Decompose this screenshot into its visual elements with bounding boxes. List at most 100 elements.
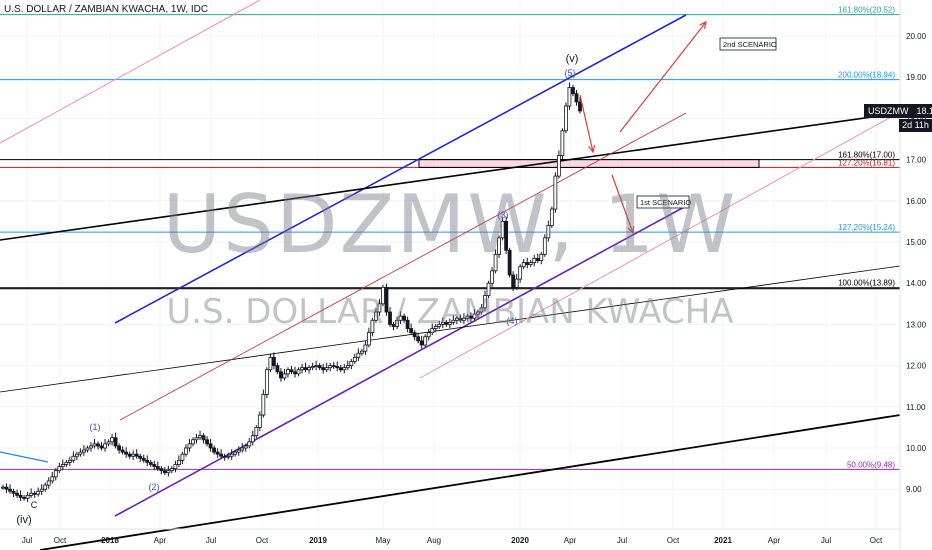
candle-body bbox=[169, 468, 174, 472]
candle-body bbox=[198, 435, 202, 439]
time-tick-label: 2021 bbox=[714, 536, 732, 545]
price-axis[interactable]: 9.00 10.00 11.00 12.00 13.00 14.00 15.00 16.00 1… bbox=[899, 0, 927, 550]
candle-body bbox=[359, 350, 364, 354]
candle-body bbox=[574, 93, 579, 103]
candle-body bbox=[535, 258, 540, 261]
candle-body bbox=[317, 365, 322, 369]
candle-body bbox=[184, 447, 188, 455]
candle-body bbox=[356, 352, 361, 358]
candle-body bbox=[560, 130, 565, 156]
wave-label-3: (3) bbox=[498, 210, 509, 220]
black-lower-trendline bbox=[39, 414, 901, 550]
candle-body bbox=[257, 414, 262, 428]
price-tag-symbol: USDZMW bbox=[868, 106, 909, 116]
pink-channel-lower bbox=[419, 111, 901, 379]
arrow-up-2nd bbox=[619, 21, 707, 133]
candle-body bbox=[117, 445, 122, 451]
candle-body bbox=[50, 476, 55, 482]
candle-body bbox=[423, 336, 428, 346]
candle-body bbox=[131, 453, 136, 457]
candle-body bbox=[388, 311, 392, 325]
candle-body bbox=[36, 490, 41, 495]
candle-body bbox=[564, 105, 568, 132]
candle-body bbox=[191, 439, 195, 445]
candle-body bbox=[148, 462, 153, 465]
candle-body bbox=[250, 435, 255, 443]
candle-body bbox=[430, 328, 435, 334]
candle-body bbox=[497, 237, 501, 255]
candle-body bbox=[433, 326, 438, 329]
fib-levels: 161.80%(20.52) 200.00%(18.94) 161.80%(17.0… bbox=[0, 6, 900, 470]
candle-body bbox=[78, 451, 83, 455]
candle-body bbox=[212, 447, 216, 453]
candle-body bbox=[556, 155, 561, 177]
candle-body bbox=[219, 453, 224, 457]
candle-body bbox=[85, 447, 90, 451]
candle-body bbox=[296, 369, 301, 375]
candle-body bbox=[391, 323, 396, 327]
candle-body bbox=[528, 262, 533, 266]
wave-label-v: (v) bbox=[566, 53, 579, 65]
candle-body bbox=[92, 443, 97, 447]
candle-body bbox=[106, 441, 111, 445]
candle-body bbox=[205, 439, 209, 445]
candle-body bbox=[233, 451, 238, 455]
candle-body bbox=[22, 497, 27, 499]
price-tick-label: 11.00 bbox=[906, 403, 926, 412]
candle-body bbox=[465, 315, 470, 319]
candle-body bbox=[328, 365, 333, 369]
time-axis[interactable]: Jul Oct 2018 Apr Jul Oct 2019 May Aug 2020 Apr Jul O… bbox=[0, 528, 900, 545]
annotation-2nd-scenario-box bbox=[719, 37, 777, 51]
fib-label: 200.00%(18.94) bbox=[838, 71, 895, 80]
candle-body bbox=[279, 371, 283, 379]
candle-body bbox=[472, 313, 477, 319]
fib-label: 100.00%(13.89) bbox=[838, 279, 895, 288]
last-price-tag: USDZMW 18.18 bbox=[864, 104, 932, 118]
candle-body bbox=[578, 101, 582, 112]
candle-body bbox=[300, 367, 304, 371]
price-tick-label: 9.00 bbox=[906, 485, 922, 494]
candle-body bbox=[1, 486, 5, 489]
candle-body bbox=[349, 361, 354, 367]
time-tick-label: 2018 bbox=[101, 536, 119, 545]
time-tick-label: 2019 bbox=[309, 536, 327, 545]
candle-body bbox=[208, 443, 213, 449]
time-tick-label: Apr bbox=[768, 536, 781, 545]
candle-body bbox=[201, 435, 206, 441]
time-tick-label: Apr bbox=[154, 536, 167, 545]
candle-body bbox=[141, 457, 146, 461]
candle-body bbox=[254, 426, 259, 437]
blue-channel-upper bbox=[114, 14, 687, 324]
candle-body bbox=[426, 332, 431, 338]
candle-body bbox=[342, 367, 347, 371]
candle-body bbox=[549, 208, 554, 226]
candle-body bbox=[96, 443, 100, 447]
candle-body bbox=[307, 367, 311, 371]
time-tick-label: Jul bbox=[821, 536, 831, 545]
candle-body bbox=[331, 365, 336, 368]
wave-label-2: (2) bbox=[149, 482, 160, 492]
candle-body bbox=[377, 303, 382, 313]
candle-body bbox=[500, 220, 505, 239]
fib-label: 50.00%(9.48) bbox=[847, 460, 895, 469]
candle-body bbox=[264, 369, 269, 395]
time-tick-label: Oct bbox=[870, 536, 883, 545]
wave-label-c: C bbox=[31, 500, 38, 510]
wave-label-1: (1) bbox=[90, 422, 101, 432]
purple-channel-lower bbox=[114, 204, 689, 517]
price-tick-label: 12.00 bbox=[906, 362, 927, 371]
candle-body bbox=[15, 492, 19, 496]
candle-body bbox=[177, 459, 181, 465]
candle-body bbox=[490, 270, 494, 284]
candle-body bbox=[187, 443, 192, 449]
candle-body bbox=[447, 321, 452, 325]
candle-body bbox=[525, 262, 530, 266]
candle-body bbox=[4, 486, 9, 490]
wave-label-iv: (iv) bbox=[16, 514, 31, 526]
candle-body bbox=[127, 453, 132, 457]
candle-body bbox=[272, 356, 276, 366]
wave-label-4: (4) bbox=[507, 316, 518, 326]
candle-body bbox=[162, 470, 167, 474]
candle-body bbox=[229, 453, 234, 457]
